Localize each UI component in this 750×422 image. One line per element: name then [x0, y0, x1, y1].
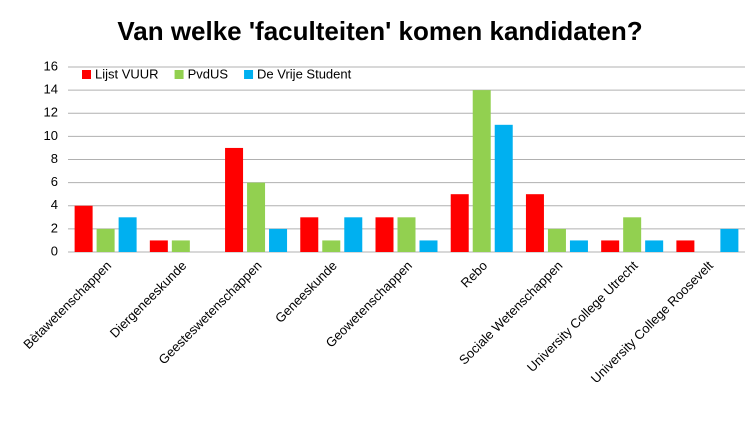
- y-tick-label: 12: [44, 105, 58, 120]
- legend-label: PvdUS: [188, 66, 229, 81]
- bar: [118, 217, 137, 252]
- y-tick-label: 6: [51, 174, 58, 189]
- y-tick-label: 8: [51, 151, 58, 166]
- bar: [601, 240, 620, 252]
- bar: [419, 240, 438, 252]
- bar: [300, 217, 319, 252]
- bar: [525, 194, 544, 252]
- bar: [623, 217, 642, 252]
- x-tick-label: Rebo: [458, 258, 491, 291]
- bar: [171, 240, 190, 252]
- bar: [569, 240, 588, 252]
- bar: [450, 194, 469, 252]
- bar: [645, 240, 664, 252]
- x-tick-label: Bètawetenschappen: [20, 258, 114, 352]
- bar: [74, 205, 93, 252]
- bar: [225, 147, 244, 252]
- bar: [472, 90, 491, 252]
- y-tick-label: 16: [44, 58, 58, 73]
- bar: [494, 124, 513, 252]
- y-tick-label: 2: [51, 220, 58, 235]
- legend-swatch: [244, 70, 254, 79]
- bar: [149, 240, 168, 252]
- chart-title: Van welke 'faculteiten' komen kandidaten…: [117, 16, 642, 46]
- legend-label: De Vrije Student: [257, 66, 352, 81]
- bar: [269, 228, 288, 252]
- y-tick-label: 14: [44, 82, 58, 97]
- bar: [375, 217, 394, 252]
- bar: [547, 228, 566, 252]
- bar: [344, 217, 363, 252]
- x-tick-label: Geneeskunde: [272, 258, 340, 326]
- bar: [676, 240, 695, 252]
- x-tick-label: Diergeneeskunde: [107, 258, 190, 341]
- y-tick-label: 0: [51, 243, 58, 258]
- y-tick-label: 10: [44, 128, 58, 143]
- legend-label: Lijst VUUR: [95, 66, 159, 81]
- bar: [322, 240, 341, 252]
- x-tick-label: University College Roosevelt: [588, 258, 716, 386]
- legend-swatch: [82, 70, 91, 79]
- bar: [720, 228, 739, 252]
- bar: [397, 217, 416, 252]
- bar: [96, 228, 115, 252]
- legend-swatch: [174, 70, 184, 79]
- bar: [247, 182, 266, 252]
- y-tick-label: 4: [51, 197, 58, 212]
